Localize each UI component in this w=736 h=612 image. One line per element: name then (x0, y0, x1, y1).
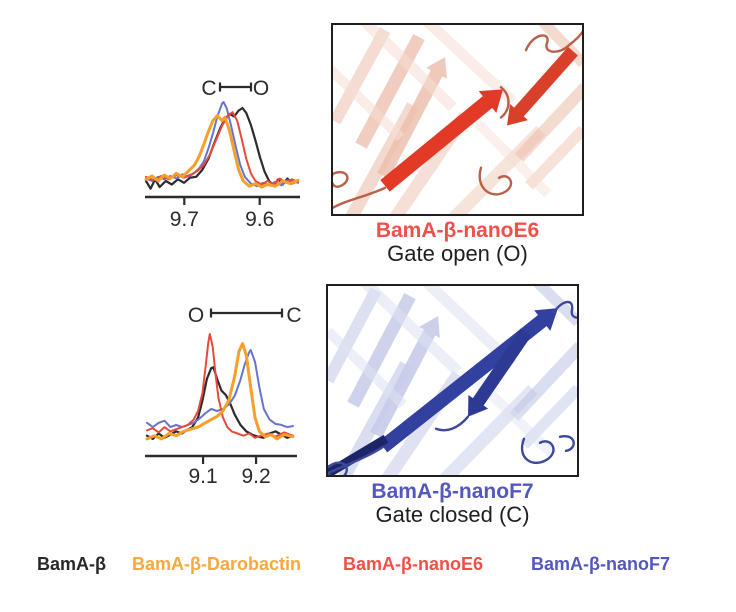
interval-line (209, 308, 284, 318)
legend-item-nanoe6: BamA-β-nanoE6 (343, 554, 484, 574)
barrel-art-blue (328, 286, 577, 475)
loop-ribbon (333, 186, 387, 210)
beta-strand-arrow (507, 46, 578, 126)
axis-ticks: 9.7 9.6 (170, 197, 274, 231)
axis-tick-label: 9.7 (170, 208, 199, 231)
legend-item-nanof7: BamA-β-nanoF7 (531, 554, 670, 574)
legend-item-bama-beta: BamA-β (37, 554, 106, 574)
axis-tick-label: 9.1 (188, 465, 217, 488)
caption-closed-gate: BamA-β-nanoF7 Gate closed (C) (326, 481, 579, 526)
barrel-art-red (333, 25, 582, 214)
structure-label-open: BamA-β-nanoE6 (375, 219, 540, 242)
spectrum-line (145, 101, 299, 188)
axis-ticks: 9.1 9.2 (188, 456, 271, 488)
loop-ribbon (520, 437, 555, 465)
beta-strand-arrow (525, 125, 582, 190)
spectrum-line (144, 114, 300, 189)
beta-strand-arrow (509, 342, 577, 421)
spectrum-gate-closed: O C 9.1 9.2 (145, 304, 302, 488)
structure-image-closed-gate (326, 284, 579, 477)
legend-item-darobactin: BamA-β-Darobactin (132, 554, 302, 574)
axis-tick-label: 9.6 (245, 208, 274, 231)
beta-strand-arrow (468, 328, 532, 417)
annotation-left-letter: O (188, 304, 204, 327)
loop-ribbon (328, 445, 385, 475)
loop-ribbon (478, 166, 513, 196)
loop-ribbon (552, 300, 577, 319)
structure-label-closed: BamA-β-nanoF7 (371, 480, 534, 503)
beta-strand-arrow (328, 434, 389, 475)
beta-strand-arrow (333, 65, 405, 142)
caption-open-gate: BamA-β-nanoE6 Gate open (O) (331, 220, 584, 265)
axis-tick-label: 9.2 (241, 465, 270, 488)
loop-ribbon (328, 461, 348, 475)
loop-ribbon (524, 30, 582, 53)
beta-strand-arrow (474, 120, 552, 198)
gate-state-label-open: Gate open (O) (387, 241, 528, 266)
beta-strand-arrow (439, 384, 538, 475)
annotation-left-letter: C (201, 77, 216, 100)
beta-strand-arrow (422, 25, 517, 106)
beta-strand-arrow (333, 27, 391, 125)
gate-state-label-closed: Gate closed (C) (375, 502, 530, 527)
loop-ribbon (434, 415, 470, 432)
beta-strand-arrow (328, 287, 382, 384)
loop-ribbon (499, 86, 510, 119)
beta-strand-arrow (360, 25, 457, 112)
loop-ribbon (558, 434, 575, 453)
beta-strand-arrow (514, 83, 582, 162)
beta-strand-arrow (360, 286, 462, 376)
spectrum-line (145, 342, 295, 441)
beta-strand-arrow (533, 286, 577, 327)
beta-strand-arrow (474, 377, 557, 459)
beta-strand-arrow (380, 89, 503, 192)
beta-strand-arrow (328, 327, 407, 409)
annotation-right-letter: O (253, 77, 269, 100)
spectrum-line (146, 333, 294, 439)
loop-ribbon (333, 171, 349, 188)
interval-line (218, 82, 253, 92)
curves (145, 333, 295, 441)
spectrum-gate-open: C O 9.7 9.6 (144, 77, 300, 231)
beta-strand-arrow (520, 384, 577, 449)
annotation-right-letter: C (286, 304, 301, 327)
curves (144, 101, 300, 190)
beta-strand-arrow (422, 286, 517, 369)
structure-image-open-gate (331, 23, 584, 216)
